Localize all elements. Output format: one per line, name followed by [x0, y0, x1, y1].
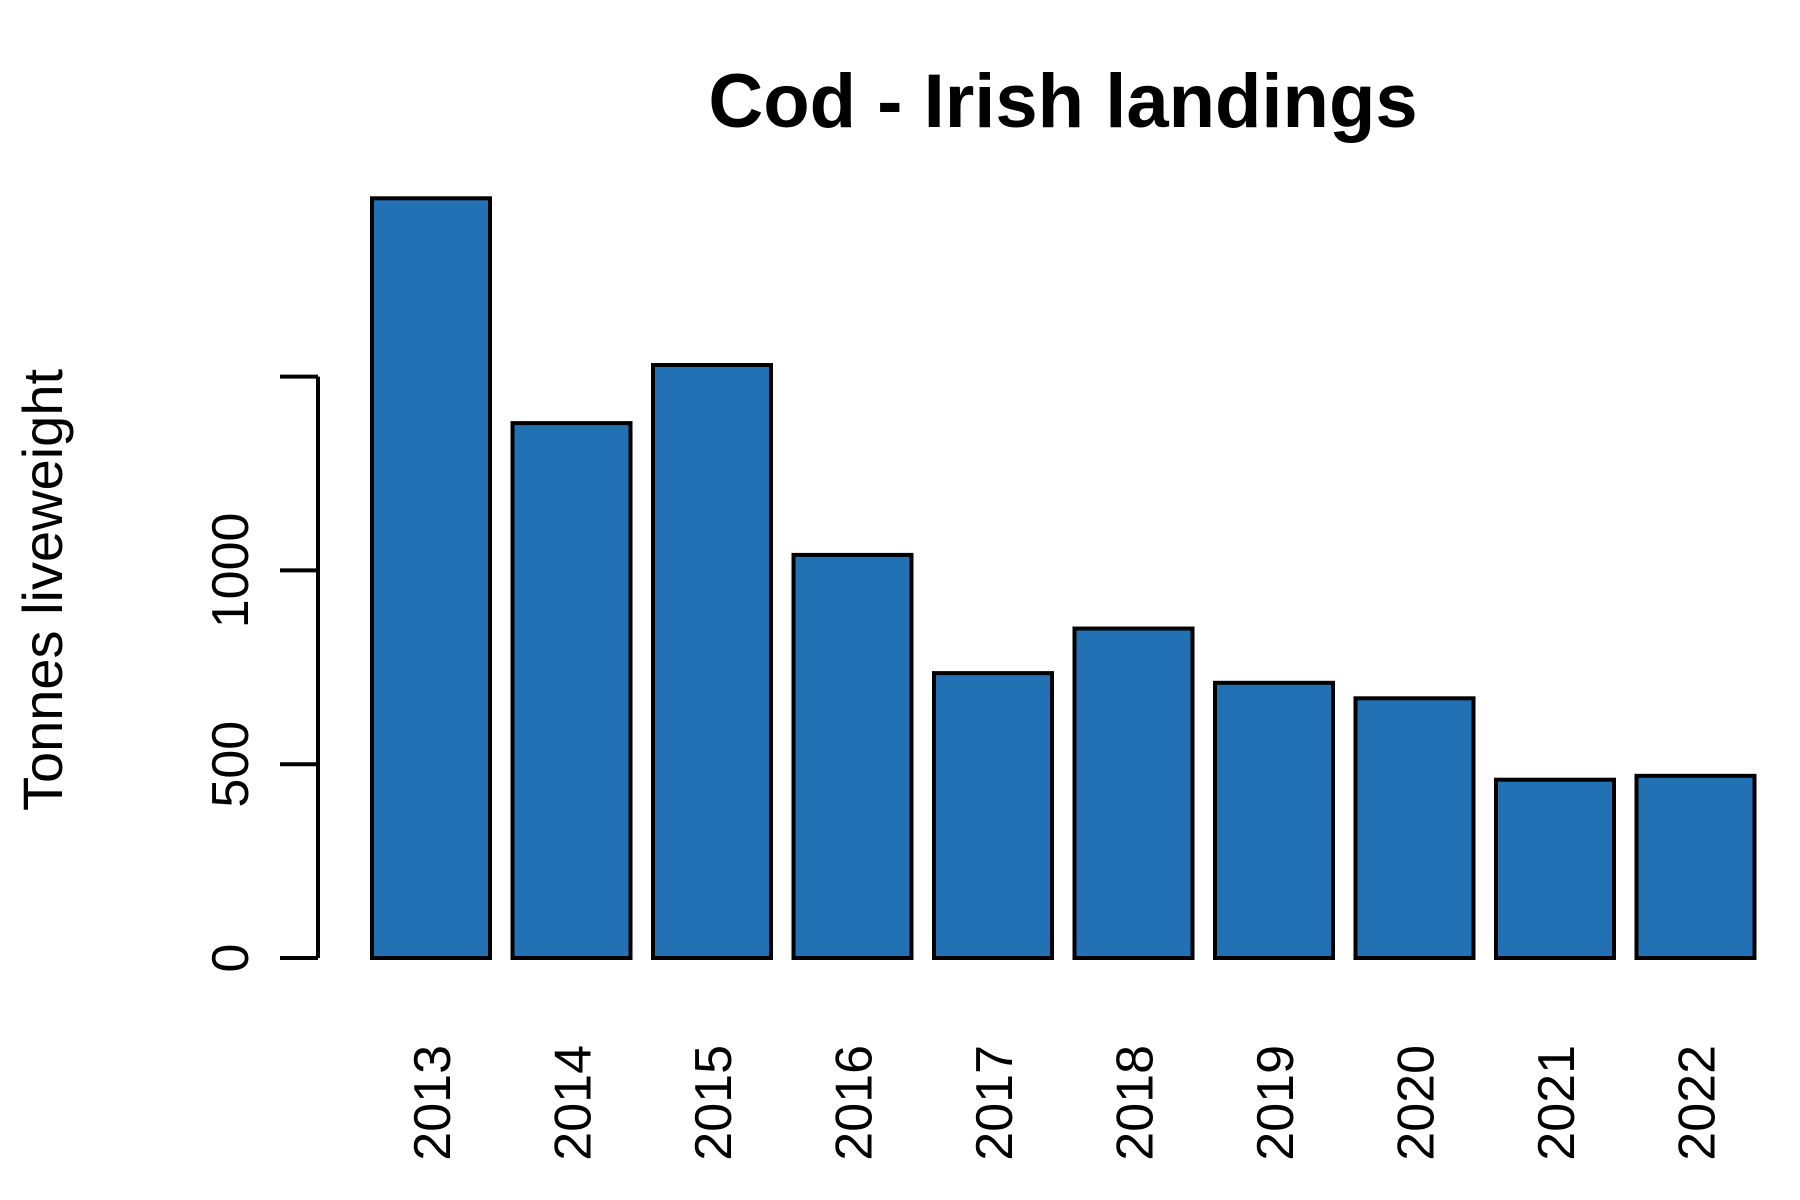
bar-2019 — [1213, 680, 1335, 961]
y-axis: 0 500 1000 — [202, 374, 320, 973]
y-axis-label: Tonnes liveweight — [11, 369, 74, 811]
x-tick-label: 2017 — [966, 1045, 1024, 1161]
y-tick-label: 1000 — [202, 513, 260, 629]
bar-2013 — [370, 196, 492, 960]
chart-title: Cod - Irish landings — [708, 59, 1417, 144]
bar-2022 — [1634, 773, 1757, 960]
x-tick-label: 2019 — [1247, 1045, 1305, 1161]
x-axis-tick-labels: 2013 2014 2015 2016 2017 2018 2019 2020 2021 2022 — [404, 1045, 1727, 1161]
x-tick-label: 2015 — [685, 1045, 743, 1161]
x-tick-label: 2013 — [404, 1045, 462, 1161]
x-tick-label: 2021 — [1528, 1045, 1586, 1161]
bar-2015 — [651, 362, 773, 960]
x-tick-label: 2016 — [826, 1045, 884, 1161]
x-tick-label: 2022 — [1669, 1045, 1727, 1161]
y-tick-label: 0 — [202, 944, 260, 973]
x-tick-label: 2018 — [1107, 1045, 1165, 1161]
bar-2020 — [1353, 696, 1476, 960]
bars — [370, 196, 1757, 961]
bar-2017 — [932, 671, 1054, 960]
bar-2018 — [1072, 626, 1195, 960]
bar-2014 — [510, 421, 633, 960]
x-tick-label: 2020 — [1388, 1045, 1446, 1161]
bar-2021 — [1494, 777, 1616, 960]
bar-2016 — [791, 552, 914, 960]
y-tick-label: 500 — [202, 721, 260, 808]
x-tick-label: 2014 — [545, 1045, 603, 1161]
